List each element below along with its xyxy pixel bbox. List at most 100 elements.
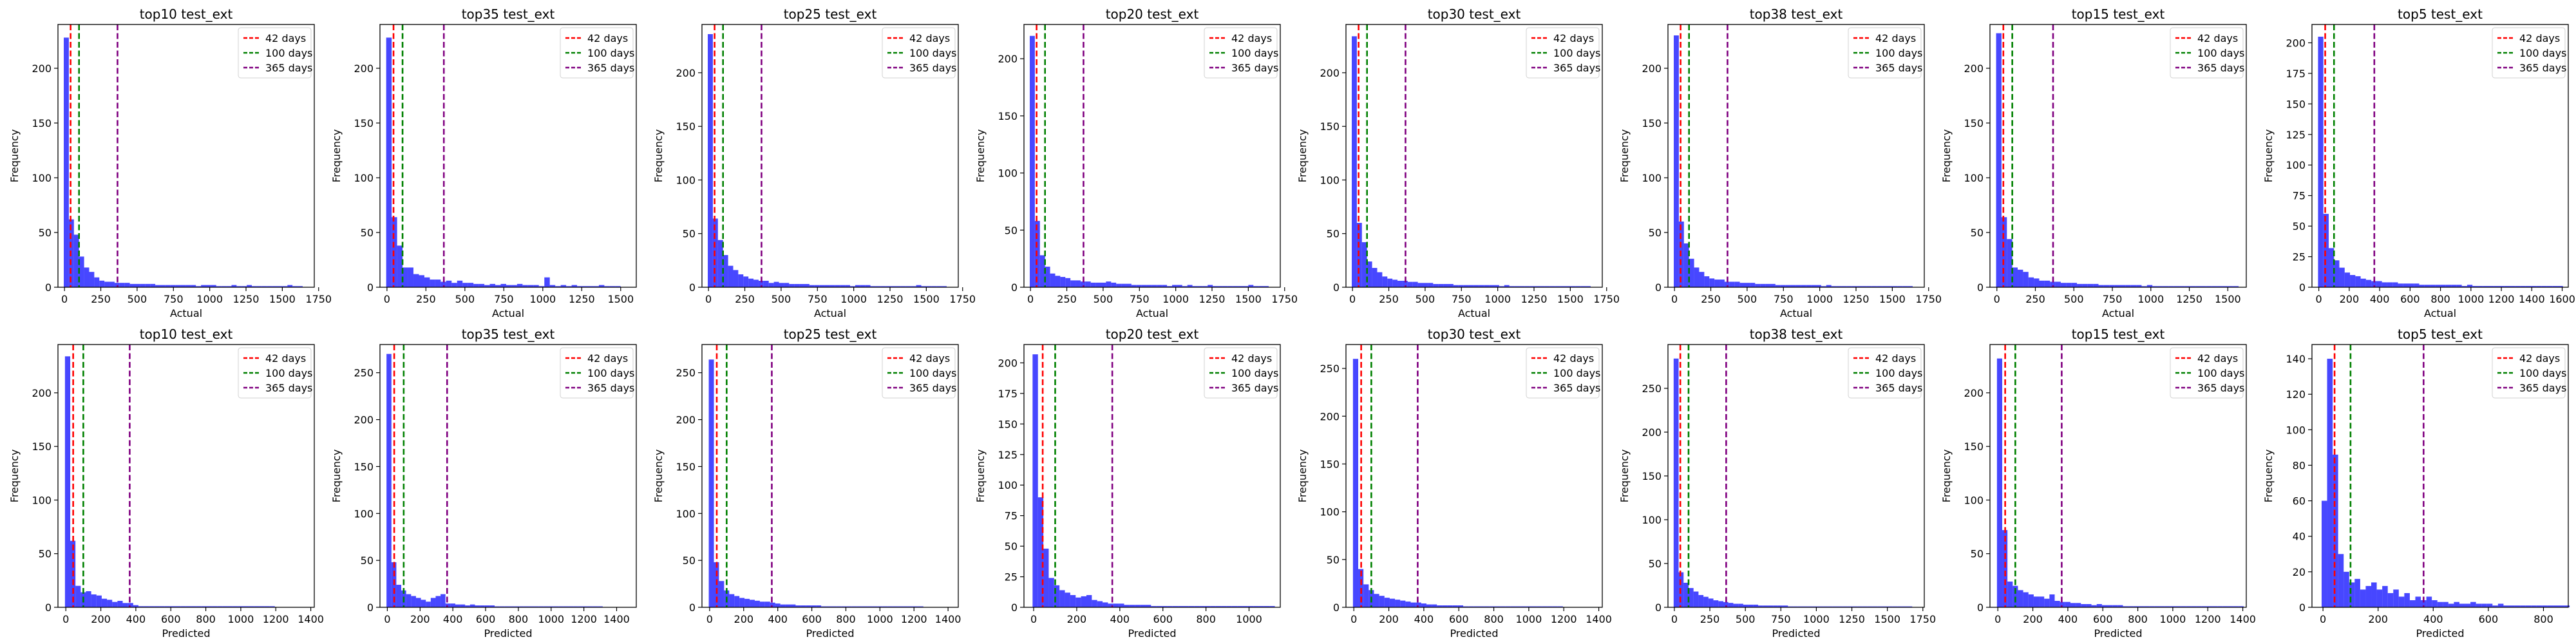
x-tick-label: 1000 — [529, 293, 556, 305]
x-tick-label: 200 — [410, 613, 430, 625]
histogram-bar — [2327, 359, 2333, 607]
legend-label: 100 days — [1231, 47, 1278, 59]
histogram-bar — [2023, 592, 2029, 607]
histogram-bar — [2465, 603, 2471, 607]
histogram-bar — [1494, 285, 1499, 287]
histogram-bar — [1524, 286, 1530, 287]
x-tick-label: 750 — [1130, 293, 1150, 305]
histogram-bar — [1374, 594, 1379, 607]
y-tick-label: 0 — [1333, 281, 1340, 294]
histogram-bar — [1882, 286, 1888, 287]
x-tick-label: 600 — [1449, 613, 1469, 625]
histogram-bar — [2404, 592, 2410, 607]
histogram-bar — [2321, 500, 2327, 607]
y-tick-label: 50 — [1971, 227, 1984, 239]
y-axis-label: Frequency — [1618, 129, 1631, 183]
histogram-bar — [1402, 281, 1408, 287]
x-tick-label: 750 — [1771, 613, 1791, 625]
histogram-bar — [145, 283, 151, 287]
legend-label: 365 days — [2197, 382, 2244, 394]
y-tick-label: 150 — [354, 117, 374, 129]
histogram-bar — [511, 285, 517, 287]
chart-panel-12: top20 test_ext 0 200 400 600 800 1000 0 25 50 75 10… — [974, 327, 1281, 639]
chart-title: top20 test_ext — [1106, 327, 1199, 342]
histogram-bar — [795, 605, 801, 607]
histogram-bar — [2430, 285, 2436, 287]
histogram-bar — [2001, 217, 2007, 287]
histogram-bar — [1352, 36, 1357, 287]
histogram-bar — [435, 596, 441, 607]
histogram-bar — [2002, 530, 2008, 607]
histogram-bar — [221, 286, 227, 287]
histogram-bar — [2365, 585, 2372, 607]
histogram-bar — [1504, 285, 1510, 287]
histogram-bar — [1996, 358, 2003, 607]
histogram-bar — [2476, 603, 2482, 607]
y-tick-label: 100 — [354, 172, 374, 184]
y-tick-label: 0 — [1977, 281, 1984, 294]
histogram-bar — [2547, 605, 2553, 607]
legend-label: 100 days — [1875, 367, 1922, 379]
x-tick-label: 500 — [1738, 293, 1757, 305]
legend-label: 365 days — [265, 382, 312, 394]
histogram-bar — [392, 217, 397, 287]
legend-label: 42 days — [1231, 352, 1272, 365]
histogram-bar — [1560, 286, 1566, 287]
histogram-bar — [2066, 283, 2072, 287]
y-tick-label: 150 — [998, 110, 1018, 122]
histogram-bar — [571, 285, 578, 287]
plot-frame — [1023, 24, 1281, 288]
histogram-bar — [1775, 285, 1781, 287]
histogram-bar — [1379, 596, 1385, 607]
histogram-bar — [206, 285, 211, 287]
histogram-bar — [2553, 605, 2559, 607]
histogram-bar — [560, 285, 567, 287]
y-tick-label: 200 — [1964, 62, 1984, 75]
histogram-bar — [816, 605, 822, 607]
histogram-bar — [236, 286, 242, 287]
histogram-bar — [708, 33, 713, 288]
x-tick-label: 400 — [2370, 293, 2390, 305]
histogram-bar — [2451, 285, 2457, 287]
legend-label: 42 days — [1875, 352, 1916, 365]
y-axis-label: Frequency — [652, 129, 665, 183]
histogram-bar — [2101, 605, 2108, 607]
y-tick-label: 200 — [1642, 426, 1662, 439]
legend-box — [1204, 347, 1278, 399]
histogram-bar — [1857, 286, 1862, 287]
histogram-bar — [1157, 285, 1162, 287]
histogram-bar — [397, 245, 403, 287]
histogram-bar — [1549, 286, 1555, 287]
histogram-bar — [247, 285, 252, 287]
histogram-bar — [450, 603, 455, 607]
x-tick-label: 0 — [2316, 293, 2322, 305]
histogram-bar — [84, 267, 90, 287]
x-tick-label: 750 — [808, 293, 828, 305]
histogram-bar — [1059, 590, 1065, 607]
histogram-bar — [516, 283, 523, 287]
y-tick-label: 50 — [1649, 558, 1662, 570]
histogram-bar — [875, 286, 881, 287]
histogram-bar — [91, 594, 97, 607]
histogram-bar — [170, 285, 176, 287]
histogram-bar — [1816, 285, 1821, 287]
histogram-bar — [2028, 594, 2034, 607]
x-axis-label: Actual — [1780, 307, 1812, 319]
x-tick-label: 1000 — [1516, 613, 1542, 625]
histogram-bar — [212, 606, 218, 607]
y-tick-label: 150 — [2286, 98, 2306, 110]
histogram-bar — [154, 606, 160, 607]
x-tick-label: 250 — [1701, 293, 1721, 305]
histogram-bar — [2055, 281, 2061, 287]
histogram-bar — [64, 356, 71, 607]
x-tick-label: 1400 — [603, 613, 630, 625]
y-tick-label: 100 — [2286, 424, 2306, 436]
histogram-bar — [2376, 281, 2382, 287]
x-tick-label: 1200 — [2195, 613, 2221, 625]
y-axis-label: Frequency — [2262, 450, 2275, 503]
histogram-bar — [2119, 285, 2126, 287]
histogram-bar — [1367, 261, 1372, 287]
histogram-bar — [609, 286, 616, 287]
histogram-bar — [1484, 285, 1490, 287]
x-tick-label: 200 — [2023, 613, 2043, 625]
